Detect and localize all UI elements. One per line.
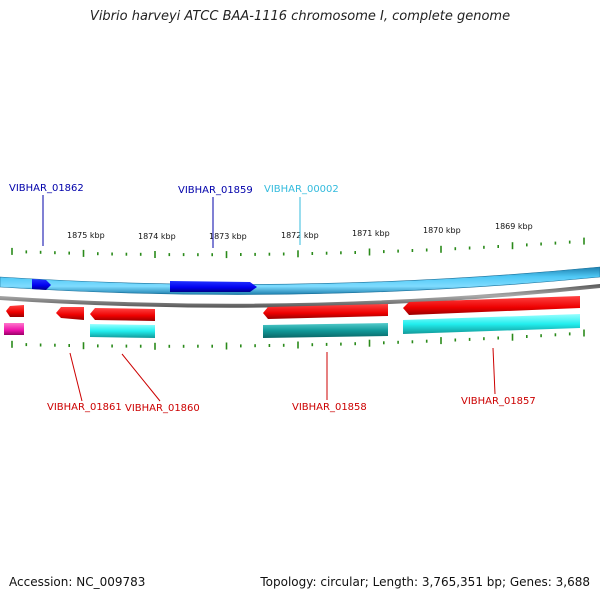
cds-feature-reverse[interactable] bbox=[6, 305, 24, 317]
tick-marks-upper bbox=[11, 237, 585, 259]
cyan-feature[interactable] bbox=[90, 324, 155, 338]
kbp-label: 1873 kbp bbox=[209, 232, 247, 241]
gene-label-forward[interactable]: VIBHAR_01862 bbox=[9, 183, 84, 194]
gene-label-reverse[interactable]: VIBHAR_01857 bbox=[461, 396, 536, 407]
backbone-arc bbox=[0, 266, 600, 295]
accession-text: Accession: NC_009783 bbox=[9, 575, 146, 589]
leader-line bbox=[121, 353, 161, 402]
magenta-feature[interactable] bbox=[4, 323, 24, 335]
summary-text: Topology: circular; Length: 3,765,351 bp… bbox=[260, 575, 590, 589]
cds-feature-reverse[interactable] bbox=[90, 308, 155, 321]
teal-feature[interactable] bbox=[263, 323, 388, 338]
cds-feature-forward[interactable] bbox=[32, 279, 51, 290]
kbp-label: 1875 kbp bbox=[67, 231, 105, 240]
cds-feature-reverse[interactable] bbox=[403, 296, 580, 315]
gene-label-reverse[interactable]: VIBHAR_01858 bbox=[292, 402, 367, 413]
cyan-feature[interactable] bbox=[403, 314, 580, 334]
gene-label-reverse[interactable]: VIBHAR_01860 bbox=[125, 403, 200, 414]
leader-line bbox=[69, 352, 83, 402]
reverse-strand-line bbox=[0, 284, 600, 308]
kbp-label: 1871 kbp bbox=[352, 229, 390, 238]
cds-feature-reverse[interactable] bbox=[263, 304, 388, 319]
cds-feature-reverse[interactable] bbox=[56, 307, 84, 320]
gene-label-reverse[interactable]: VIBHAR_01861 bbox=[47, 402, 122, 413]
kbp-label: 1869 kbp bbox=[495, 222, 533, 231]
gene-label-other[interactable]: VIBHAR_00002 bbox=[264, 184, 339, 195]
gene-label-forward[interactable]: VIBHAR_01859 bbox=[178, 185, 253, 196]
map-title: Vibrio harveyi ATCC BAA-1116 chromosome … bbox=[89, 9, 511, 24]
kbp-label: 1870 kbp bbox=[423, 226, 461, 235]
leader-line bbox=[492, 347, 496, 395]
kbp-label: 1874 kbp bbox=[138, 232, 176, 241]
tick-marks-lower bbox=[11, 329, 585, 350]
cds-feature-forward[interactable] bbox=[170, 281, 257, 292]
